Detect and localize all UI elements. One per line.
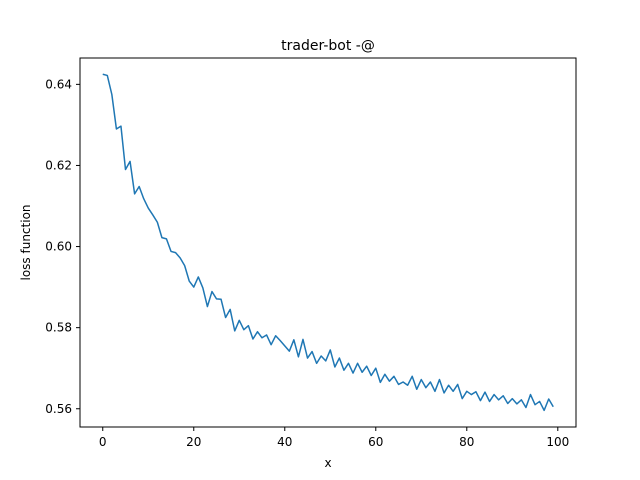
plot-frame [79, 57, 577, 428]
x-tick-label: 80 [459, 435, 474, 449]
y-tick-label: 0.60 [45, 240, 72, 254]
x-axis-label: x [324, 456, 331, 470]
x-axis-ticks: 0 20 40 60 80 100 [99, 427, 569, 449]
y-axis-label: loss function [19, 204, 33, 280]
y-axis-ticks: 0.56 0.58 0.60 0.62 0.64 [45, 77, 80, 416]
y-tick-label: 0.62 [45, 158, 72, 172]
x-tick-label: 60 [368, 435, 383, 449]
x-tick-label: 20 [186, 435, 201, 449]
chart-title: trader-bot -@ [281, 38, 375, 54]
plot-area [80, 58, 576, 427]
plot-background [80, 58, 576, 427]
x-tick-label: 100 [546, 435, 569, 449]
series-line [102, 73, 554, 412]
x-tick-label: 0 [99, 435, 107, 449]
y-tick-label: 0.64 [45, 77, 72, 91]
x-tick-label: 40 [277, 435, 292, 449]
series-layer [102, 73, 554, 412]
y-tick-label: 0.58 [45, 321, 72, 335]
y-tick-label: 0.56 [45, 402, 72, 416]
